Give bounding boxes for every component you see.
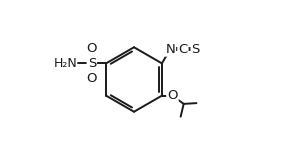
Text: O: O: [87, 42, 97, 55]
Text: O: O: [167, 89, 178, 102]
Text: H₂N: H₂N: [54, 57, 78, 70]
Text: O: O: [87, 72, 97, 85]
Text: S: S: [192, 43, 200, 56]
Text: S: S: [88, 57, 96, 70]
Text: N: N: [165, 43, 175, 56]
Text: C: C: [178, 43, 188, 56]
